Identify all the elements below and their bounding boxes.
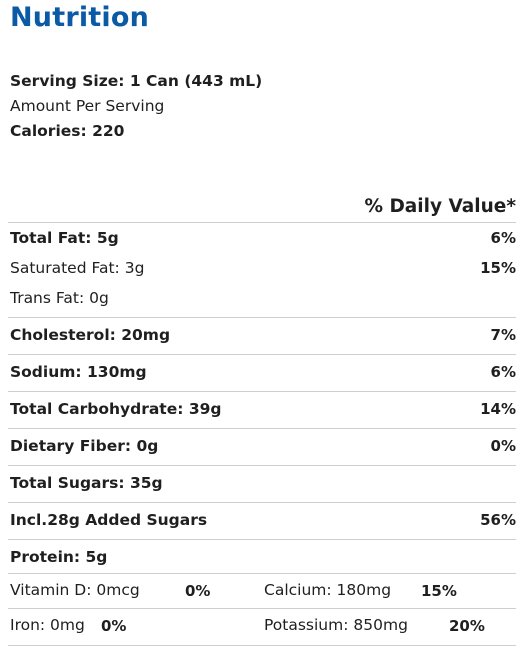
calories: Calories: 220	[10, 122, 125, 140]
row-added-sugars: Incl.28g Added Sugars 56%	[10, 511, 516, 537]
dietary-fiber-label: Dietary Fiber: 0g	[10, 437, 159, 455]
iron-pct: 0%	[101, 617, 127, 635]
divider	[8, 608, 516, 609]
row-cholesterol: Cholesterol: 20mg 7%	[10, 326, 516, 352]
serving-size: Serving Size: 1 Can (443 mL)	[10, 72, 263, 90]
sodium-label: Sodium: 130mg	[10, 363, 147, 381]
divider	[8, 573, 516, 574]
divider	[8, 428, 516, 429]
saturated-fat-label: Saturated Fat: 3g	[10, 259, 145, 277]
calcium-pct: 15%	[421, 582, 457, 600]
potassium-pct: 20%	[449, 617, 485, 635]
row-trans-fat: Trans Fat: 0g	[10, 289, 516, 315]
divider	[8, 222, 516, 223]
vitamin-d-pct: 0%	[185, 582, 211, 600]
daily-value-header: % Daily Value*	[364, 196, 516, 217]
added-sugars-label: Incl.28g Added Sugars	[10, 511, 208, 529]
row-dietary-fiber: Dietary Fiber: 0g 0%	[10, 437, 516, 463]
vitamin-d-label: Vitamin D: 0mcg	[10, 581, 140, 599]
cholesterol-label: Cholesterol: 20mg	[10, 326, 171, 344]
divider	[8, 645, 516, 646]
calcium-label: Calcium: 180mg	[264, 581, 392, 599]
sodium-pct: 6%	[490, 363, 516, 381]
divider	[8, 539, 516, 540]
row-saturated-fat: Saturated Fat: 3g 15%	[10, 259, 516, 285]
row-sodium: Sodium: 130mg 6%	[10, 363, 516, 389]
iron-label: Iron: 0mg	[10, 616, 85, 634]
dietary-fiber-pct: 0%	[490, 437, 516, 455]
amount-per-serving: Amount Per Serving	[10, 97, 165, 115]
row-total-carbohydrate: Total Carbohydrate: 39g 14%	[10, 400, 516, 426]
total-fat-pct: 6%	[490, 229, 516, 247]
potassium-label: Potassium: 850mg	[264, 616, 408, 634]
divider	[8, 465, 516, 466]
protein-label: Protein: 5g	[10, 548, 108, 566]
total-carbohydrate-pct: 14%	[480, 400, 516, 418]
divider	[8, 502, 516, 503]
trans-fat-label: Trans Fat: 0g	[10, 289, 109, 307]
row-protein: Protein: 5g	[10, 548, 516, 574]
total-carbohydrate-label: Total Carbohydrate: 39g	[10, 400, 222, 418]
row-total-sugars: Total Sugars: 35g	[10, 474, 516, 500]
total-fat-label: Total Fat: 5g	[10, 229, 119, 247]
nutrition-title: Nutrition	[10, 2, 150, 33]
added-sugars-pct: 56%	[480, 511, 516, 529]
divider	[8, 354, 516, 355]
cholesterol-pct: 7%	[490, 326, 516, 344]
saturated-fat-pct: 15%	[480, 259, 516, 277]
divider	[8, 317, 516, 318]
divider	[8, 391, 516, 392]
row-total-fat: Total Fat: 5g 6%	[10, 229, 516, 255]
total-sugars-label: Total Sugars: 35g	[10, 474, 163, 492]
